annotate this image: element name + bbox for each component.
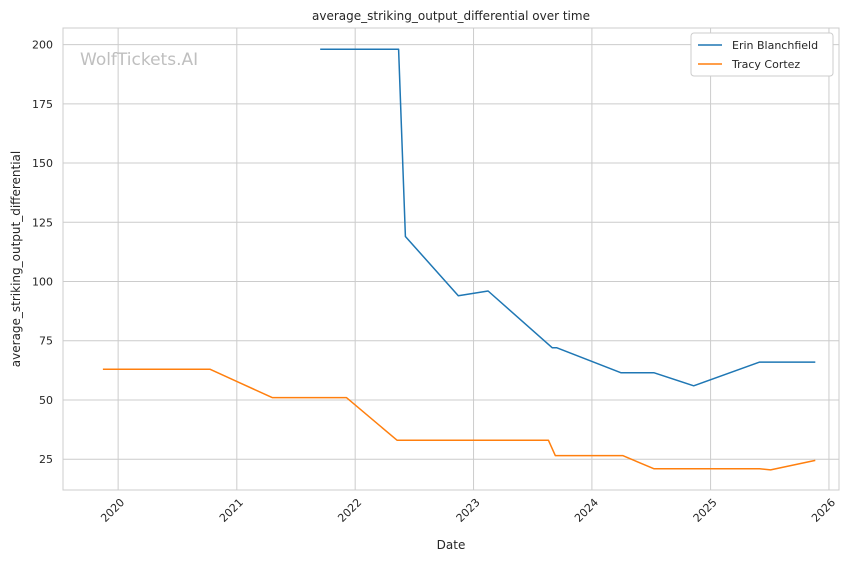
series-line-tracy-cortez <box>102 368 816 471</box>
x-tick-label: 2025 <box>691 496 720 525</box>
legend-label-tracy-cortez: Tracy Cortez <box>731 58 800 71</box>
y-tick-label: 100 <box>32 276 53 289</box>
x-tick-label: 2023 <box>454 496 483 525</box>
legend-label-erin-blanchfield: Erin Blanchfield <box>732 39 818 52</box>
y-tick-label: 150 <box>32 157 53 170</box>
legend-box <box>690 32 834 77</box>
legend: Erin Blanchfield Tracy Cortez <box>690 32 834 77</box>
y-tick-label: 75 <box>39 335 53 348</box>
x-tick-label: 2020 <box>98 496 127 525</box>
x-axis-label: Date <box>437 538 466 552</box>
watermark: WolfTickets.AI <box>80 50 198 70</box>
x-tick-label: 2026 <box>809 496 838 525</box>
plot-area <box>62 27 840 491</box>
x-tick-label: 2024 <box>572 496 601 525</box>
x-tick-label: 2021 <box>217 496 246 525</box>
y-tick-label: 50 <box>39 394 53 407</box>
series-layer <box>102 48 816 471</box>
y-tick-label: 200 <box>32 39 53 52</box>
y-tick-label: 25 <box>39 453 53 466</box>
y-axis-ticks: 25 50 75 100 125 150 175 200 <box>32 39 53 467</box>
grid <box>63 28 839 490</box>
x-axis-ticks: 2020 2021 2022 2023 2024 2025 2026 <box>98 496 838 525</box>
chart-title: average_striking_output_differential ove… <box>312 9 590 23</box>
y-tick-label: 125 <box>32 216 53 229</box>
y-axis-label: average_striking_output_differential <box>9 151 23 367</box>
x-tick-label: 2022 <box>335 496 364 525</box>
series-line-erin-blanchfield <box>320 48 816 387</box>
y-tick-label: 175 <box>32 98 53 111</box>
